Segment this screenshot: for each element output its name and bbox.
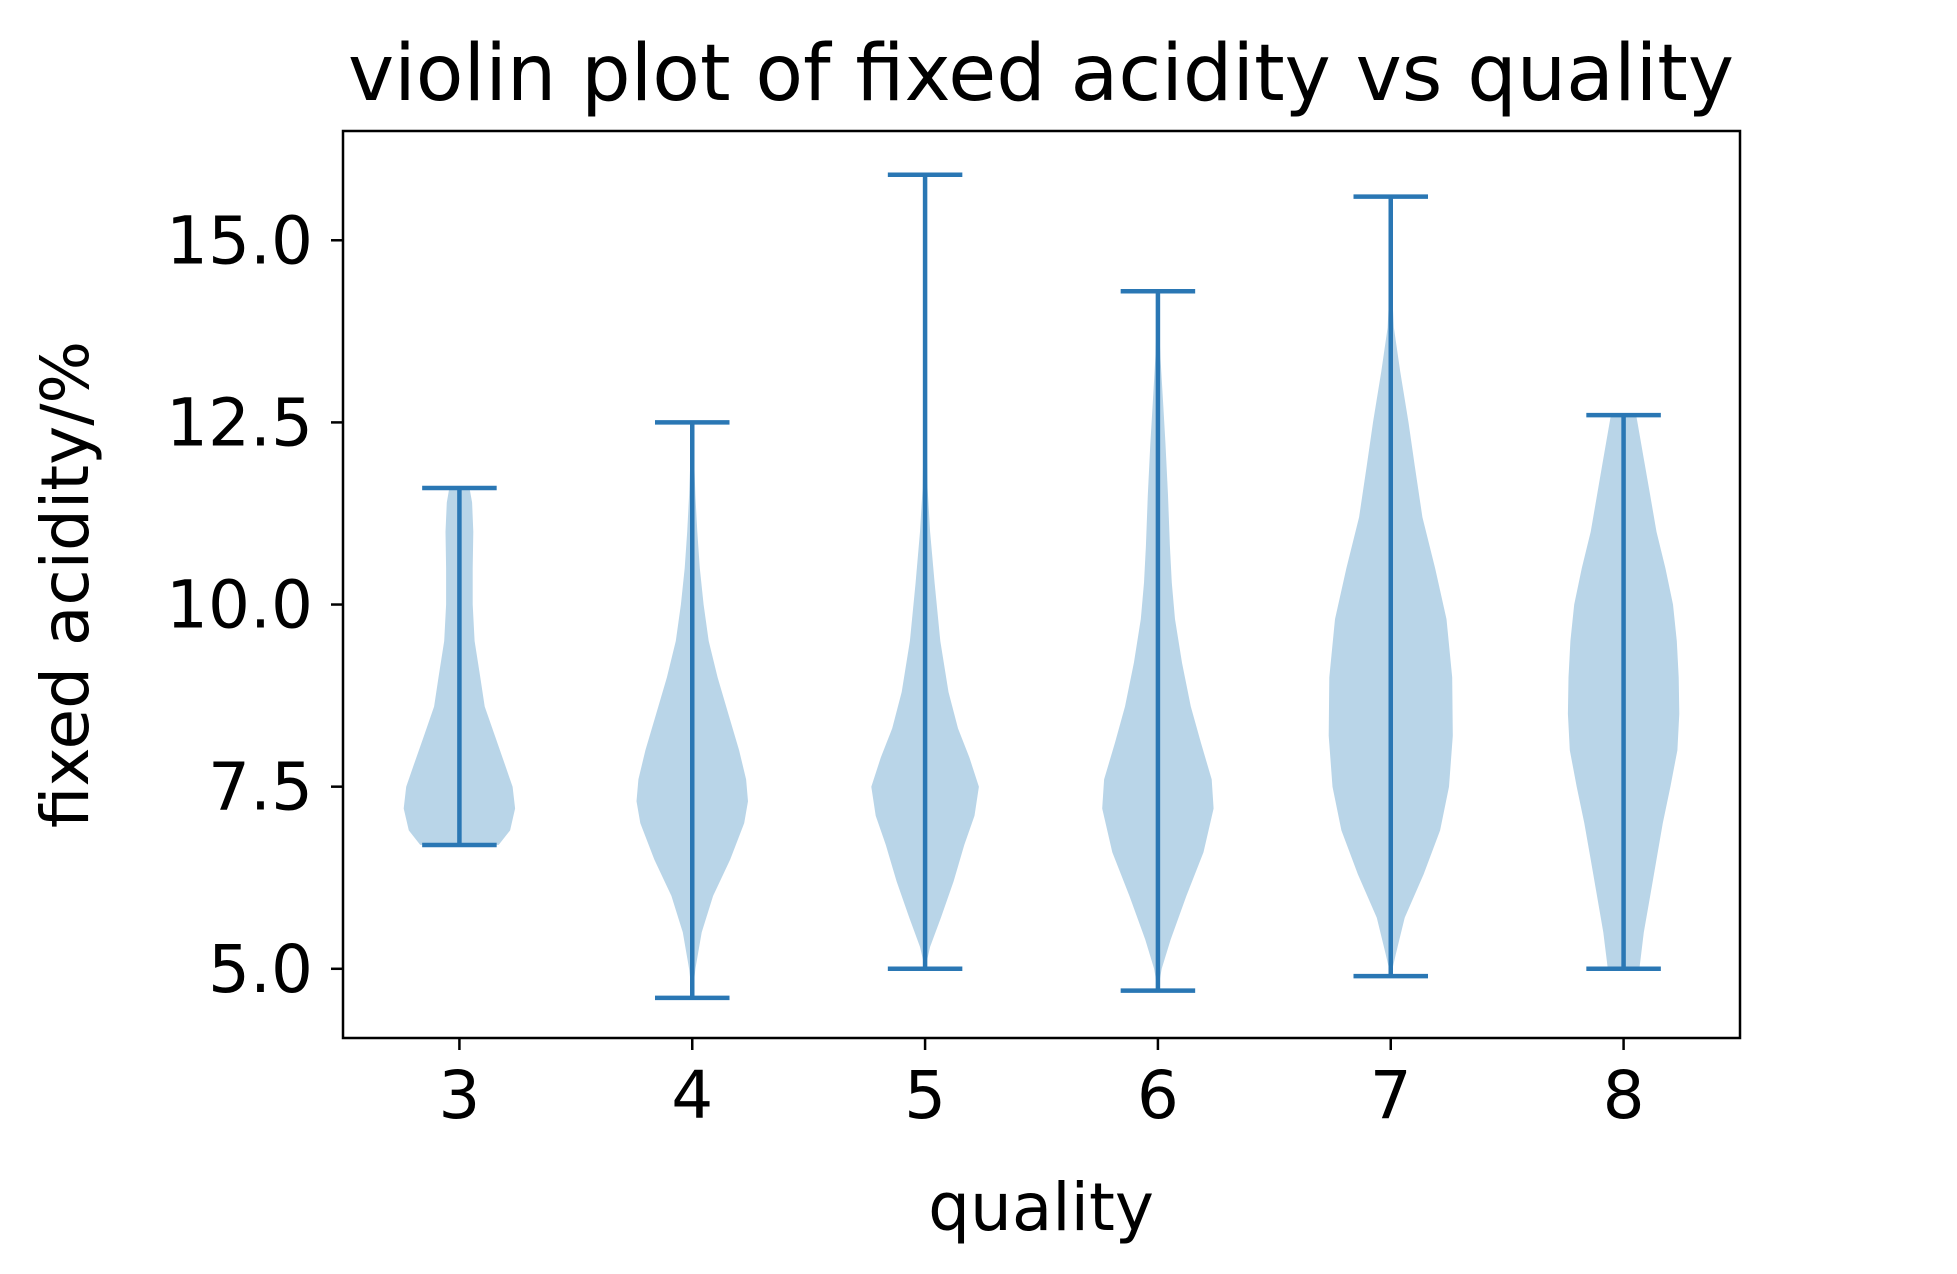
violin-4 — [636, 420, 748, 1001]
y-axis-label: fixed acidity/% — [27, 341, 104, 828]
y-tick-label-3: 12.5 — [166, 384, 313, 461]
x-tick-label-3: 3 — [438, 1057, 480, 1134]
chart-title: violin plot of fixed acidity vs quality — [348, 29, 1734, 119]
y-tick-label-1: 7.5 — [208, 749, 313, 826]
x-tick-label-6: 6 — [1137, 1057, 1179, 1134]
violin-6 — [1102, 289, 1214, 993]
x-axis-label: quality — [928, 1169, 1154, 1246]
x-tick-label-7: 7 — [1370, 1057, 1412, 1134]
y-tick-label-4: 15.0 — [166, 202, 313, 279]
violin-8 — [1567, 412, 1680, 972]
violin-3 — [403, 485, 516, 848]
violin-5 — [871, 172, 979, 972]
y-tick-label-0: 5.0 — [208, 931, 313, 1008]
x-tick-label-8: 8 — [1603, 1057, 1645, 1134]
plot-frame — [341, 129, 1742, 1040]
y-axis-ticks: 5.0 7.5 10.0 12.5 15.0 — [166, 202, 343, 1008]
x-tick-label-5: 5 — [904, 1057, 946, 1134]
violin-7 — [1328, 194, 1453, 979]
y-tick-label-2: 10.0 — [166, 567, 313, 644]
x-axis-ticks: 3 4 5 6 7 8 — [438, 1038, 1645, 1134]
violin-series-group — [403, 172, 1680, 1001]
x-tick-label-4: 4 — [671, 1057, 713, 1134]
